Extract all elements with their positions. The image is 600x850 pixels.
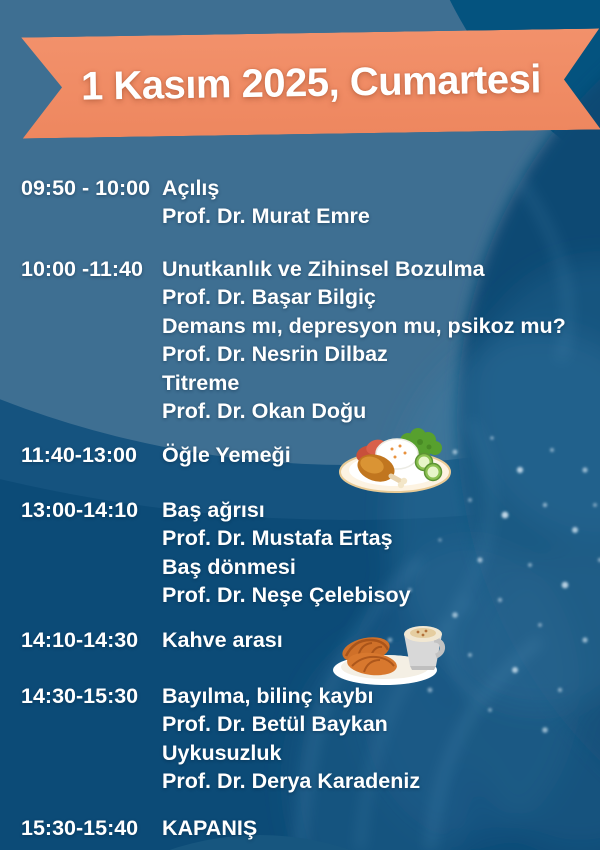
session-title: Kahve arası: [162, 628, 283, 652]
session-speaker: Prof. Dr. Nesrin Dilbaz: [162, 342, 388, 367]
session-time: 11:40-13:00: [21, 443, 137, 467]
schedule-row-closing: 15:30-15:40 KAPANIŞ: [0, 814, 600, 842]
schedule-row-afternoon-session-2: 14:30-15:30 Bayılma, bilinç kaybı Prof. …: [0, 682, 600, 796]
session-title: Unutkanlık ve Zihinsel Bozulma: [162, 257, 485, 281]
schedule-row-morning-session: 10:00 -11:40 Unutkanlık ve Zihinsel Bozu…: [0, 255, 600, 425]
schedule-row-lunch: 11:40-13:00 Öğle Yemeği: [0, 441, 600, 469]
lunch-plate-icon: [339, 428, 451, 493]
session-title: Öğle Yemeği: [162, 443, 291, 467]
session-title: Açılış: [162, 176, 220, 200]
session-speaker: Prof. Dr. Başar Bilgiç: [162, 285, 376, 310]
session-time: 10:00 -11:40: [21, 257, 143, 281]
schedule-row-opening: 09:50 - 10:00 Açılış Prof. Dr. Murat Emr…: [0, 174, 600, 231]
session-title: KAPANIŞ: [162, 816, 258, 840]
session-speaker: Prof. Dr. Okan Doğu: [162, 399, 367, 424]
session-speaker: Prof. Dr. Betül Baykan: [162, 712, 388, 737]
session-title: Bayılma, bilinç kaybı: [162, 684, 374, 708]
session-time: 09:50 - 10:00: [21, 176, 151, 200]
session-speaker: Prof. Dr. Murat Emre: [162, 204, 370, 229]
banner-title: 1 Kasım 2025, Cumartesi: [80, 57, 542, 109]
session-time: 13:00-14:10: [21, 498, 139, 522]
session-time: 14:10-14:30: [21, 628, 139, 652]
session-time: 14:30-15:30: [21, 684, 139, 708]
date-banner: 1 Kasım 2025, Cumartesi: [21, 28, 600, 138]
session-title: Uykusuzluk: [162, 740, 282, 765]
session-title: Baş dönmesi: [162, 554, 296, 579]
coffee-break-icon: [333, 626, 445, 685]
session-title: Titreme: [162, 370, 240, 395]
session-speaker: Prof. Dr. Mustafa Ertaş: [162, 526, 393, 551]
schedule-row-coffee-break: 14:10-14:30 Kahve arası: [0, 626, 600, 654]
session-time: 15:30-15:40: [21, 816, 139, 840]
session-speaker: Prof. Dr. Neşe Çelebisoy: [162, 583, 411, 608]
session-title: Baş ağrısı: [162, 498, 265, 522]
session-title: Demans mı, depresyon mu, psikoz mu?: [162, 313, 566, 338]
schedule-row-afternoon-session-1: 13:00-14:10 Baş ağrısı Prof. Dr. Mustafa…: [0, 496, 600, 610]
session-speaker: Prof. Dr. Derya Karadeniz: [162, 769, 421, 794]
